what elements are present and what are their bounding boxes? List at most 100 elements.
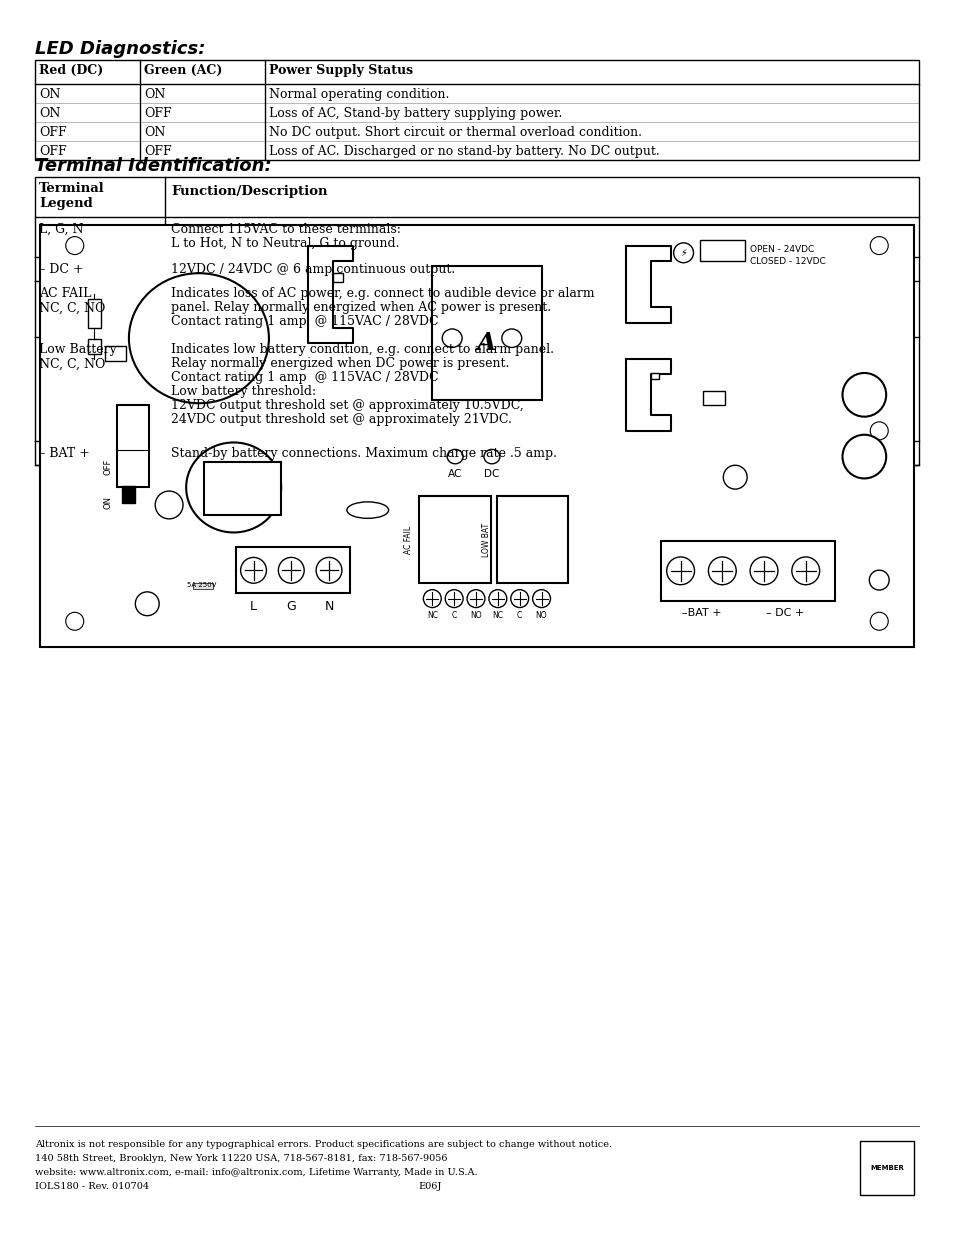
Ellipse shape <box>186 442 281 532</box>
Bar <box>650 373 659 379</box>
Bar <box>40 225 913 647</box>
Text: Low Battery
NC, C, NO: Low Battery NC, C, NO <box>39 343 116 370</box>
Text: AC: AC <box>448 469 462 479</box>
Text: OFF: OFF <box>103 458 112 475</box>
Circle shape <box>868 571 888 590</box>
Text: Power Supply Status: Power Supply Status <box>269 64 413 77</box>
Text: NC: NC <box>492 611 503 620</box>
Ellipse shape <box>347 501 388 519</box>
Bar <box>859 1141 913 1195</box>
Circle shape <box>666 557 694 584</box>
Circle shape <box>278 557 304 583</box>
Text: Indicates low battery condition, e.g. connect to alarm panel.: Indicates low battery condition, e.g. co… <box>171 343 554 356</box>
Text: OFF: OFF <box>39 144 67 158</box>
Text: 24VDC output threshold set @ approximately 21VDC.: 24VDC output threshold set @ approximate… <box>171 412 512 426</box>
Bar <box>204 462 281 515</box>
Text: L, G, N: L, G, N <box>39 224 84 236</box>
Bar <box>700 241 744 261</box>
Text: OFF: OFF <box>39 126 67 140</box>
Text: G: G <box>286 600 295 613</box>
Circle shape <box>445 589 462 608</box>
Text: CLOSED - 12VDC: CLOSED - 12VDC <box>749 257 825 266</box>
Text: IOLS180 - Rev. 010704: IOLS180 - Rev. 010704 <box>35 1182 149 1191</box>
Bar <box>660 541 834 600</box>
Text: A: A <box>476 331 497 356</box>
Bar <box>497 495 568 583</box>
Ellipse shape <box>129 273 269 403</box>
Text: C: C <box>451 611 456 620</box>
Text: NC: NC <box>426 611 437 620</box>
Circle shape <box>869 237 887 254</box>
Circle shape <box>423 589 441 608</box>
Circle shape <box>510 589 528 608</box>
Text: Indicates loss of AC power, e.g. connect to audible device or alarm: Indicates loss of AC power, e.g. connect… <box>171 287 594 300</box>
Circle shape <box>155 492 183 519</box>
Bar <box>702 390 724 405</box>
Text: website: www.altronix.com, e-mail: info@altronix.com, Lifetime Warranty, Made in: website: www.altronix.com, e-mail: info@… <box>35 1168 477 1177</box>
Circle shape <box>66 613 84 630</box>
Text: Loss of AC, Stand-by battery supplying power.: Loss of AC, Stand-by battery supplying p… <box>269 107 561 120</box>
Text: E06J: E06J <box>417 1182 441 1191</box>
Bar <box>35 61 918 161</box>
Text: Green (AC): Green (AC) <box>144 64 222 77</box>
Bar <box>88 340 100 353</box>
Ellipse shape <box>447 450 462 464</box>
Text: Relay normally energized when DC power is present.: Relay normally energized when DC power i… <box>171 357 509 370</box>
Text: Terminal
Legend: Terminal Legend <box>39 182 105 210</box>
Text: 12VDC / 24VDC @ 6 amp continuous output.: 12VDC / 24VDC @ 6 amp continuous output. <box>171 263 455 275</box>
Text: NO: NO <box>536 611 547 620</box>
Bar <box>35 177 918 466</box>
Text: ON: ON <box>103 496 112 509</box>
Text: Red (DC): Red (DC) <box>39 64 103 77</box>
Text: Terminal Identification:: Terminal Identification: <box>35 157 272 175</box>
Text: Altronix is not responsible for any typographical errors. Product specifications: Altronix is not responsible for any typo… <box>35 1140 612 1149</box>
Text: LED Diagnostics:: LED Diagnostics: <box>35 40 205 58</box>
Circle shape <box>488 589 506 608</box>
Ellipse shape <box>442 329 461 347</box>
Text: – DC +: – DC + <box>765 608 803 618</box>
Text: L: L <box>250 600 256 613</box>
Circle shape <box>240 557 266 583</box>
Polygon shape <box>189 567 218 594</box>
Bar <box>333 273 342 282</box>
Circle shape <box>722 466 746 489</box>
Circle shape <box>791 557 819 584</box>
Circle shape <box>673 243 693 263</box>
Text: Connect 115VAC to these terminals:: Connect 115VAC to these terminals: <box>171 224 400 236</box>
Circle shape <box>749 557 777 584</box>
Text: 12VDC output threshold set @ approximately 10.5VDC,: 12VDC output threshold set @ approximate… <box>171 399 523 412</box>
Text: ⚡: ⚡ <box>679 248 686 258</box>
Circle shape <box>869 422 887 440</box>
Circle shape <box>841 435 885 478</box>
Text: 5A 250V: 5A 250V <box>187 582 216 588</box>
Text: OFF: OFF <box>144 144 172 158</box>
Text: OPEN - 24VDC: OPEN - 24VDC <box>749 245 814 253</box>
Text: MEMBER: MEMBER <box>869 1165 903 1171</box>
Text: AC FAIL: AC FAIL <box>404 525 413 553</box>
Text: ON: ON <box>39 107 60 120</box>
Text: ON: ON <box>39 88 60 101</box>
Text: L to Hot, N to Neutral, G to ground.: L to Hot, N to Neutral, G to ground. <box>171 237 399 249</box>
Bar <box>105 347 127 361</box>
Text: Function/Description: Function/Description <box>171 185 327 198</box>
Text: Stand-by battery connections. Maximum charge rate .5 amp.: Stand-by battery connections. Maximum ch… <box>171 447 557 459</box>
Circle shape <box>135 592 159 616</box>
Text: DC: DC <box>484 469 499 479</box>
Text: No DC output. Short circuit or thermal overload condition.: No DC output. Short circuit or thermal o… <box>269 126 641 140</box>
Circle shape <box>532 589 550 608</box>
Text: –BAT +: –BAT + <box>681 608 720 618</box>
Text: C: C <box>517 611 522 620</box>
Ellipse shape <box>483 450 499 464</box>
Bar <box>432 267 541 400</box>
Bar <box>193 583 213 589</box>
Text: Low battery threshold:: Low battery threshold: <box>171 385 315 398</box>
Text: N: N <box>324 600 334 613</box>
Text: – DC +: – DC + <box>39 263 84 275</box>
Circle shape <box>841 373 885 416</box>
Text: LOW BAT: LOW BAT <box>481 522 491 557</box>
Text: Contact rating 1 amp  @ 115VAC / 28VDC: Contact rating 1 amp @ 115VAC / 28VDC <box>171 315 438 329</box>
Text: ON: ON <box>144 88 165 101</box>
Bar <box>235 547 350 594</box>
Circle shape <box>467 589 484 608</box>
Text: AC FAIL
NC, C, NO: AC FAIL NC, C, NO <box>39 287 105 315</box>
